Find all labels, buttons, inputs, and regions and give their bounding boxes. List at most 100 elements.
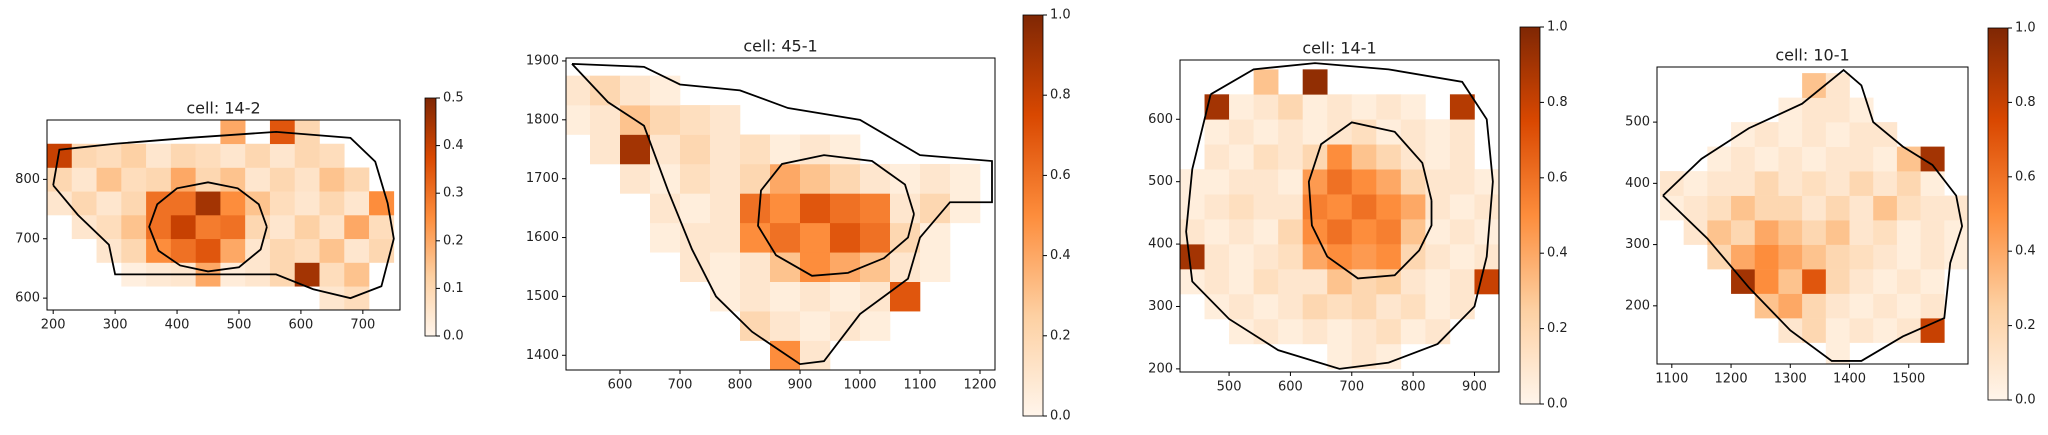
heatmap-cell (1376, 94, 1402, 120)
heatmap-cell (319, 215, 345, 240)
heatmap-cell (740, 252, 771, 282)
heatmap-cell (1825, 269, 1850, 294)
y-tick-label: 1700 (526, 171, 559, 186)
heatmap-cell (1825, 122, 1850, 147)
heatmap-cell (1802, 195, 1827, 221)
heatmap-cell (1873, 220, 1898, 245)
cell-outline (1662, 68, 1964, 362)
heatmap-cell (1920, 195, 1945, 221)
heatmap-cell (1731, 220, 1756, 245)
colorbar (1022, 14, 1044, 417)
heatmap-cell (1253, 269, 1279, 295)
y-tick-label: 500 (1148, 174, 1173, 189)
heatmap-cell (1802, 171, 1827, 196)
heatmap-cell (1802, 293, 1827, 319)
heatmap-cell (1659, 171, 1684, 196)
heatmap-cell (1920, 146, 1945, 172)
heatmap-cell (770, 193, 801, 224)
heatmap-cell (1449, 169, 1475, 195)
heatmap-cell (344, 167, 370, 192)
heatmap-cell (710, 134, 741, 165)
heatmap-cell (1302, 169, 1328, 195)
heatmap-cell (1376, 343, 1402, 370)
heatmap-cell (146, 167, 172, 192)
heatmap-cell (800, 311, 831, 341)
heatmap-cell (1896, 171, 1921, 196)
nucleus-outline (757, 154, 915, 277)
heatmap-cell (47, 167, 73, 192)
heatmap-cell (1302, 94, 1328, 120)
heatmap-cell (1400, 294, 1426, 320)
heatmap-cell (1376, 169, 1402, 195)
x-tick-label: 700 (668, 378, 693, 393)
heatmap-cell (1825, 171, 1850, 196)
y-tick-label: 1800 (526, 112, 559, 127)
heatmap-cell (650, 75, 681, 106)
heatmap-cell (1278, 269, 1303, 295)
heatmap-cell (146, 215, 172, 240)
heatmap-cell (195, 191, 221, 216)
heatmap-cell (1449, 194, 1475, 220)
heatmap-cell (1802, 146, 1827, 172)
heatmap-cell (1778, 146, 1803, 172)
heatmap-cell (1229, 144, 1254, 170)
heatmap-cell (1474, 169, 1499, 195)
heatmap-cell (170, 215, 196, 240)
heatmap-cell (800, 163, 831, 194)
x-tick-label: 700 (1339, 380, 1364, 395)
colorbar-tick-label: 1.0 (1050, 8, 1071, 23)
heatmap-cell (950, 163, 981, 194)
heatmap-cell (830, 311, 861, 341)
heatmap-cell (566, 105, 591, 135)
colorbar-tick-label: 0.5 (443, 91, 464, 106)
heatmap-cell (710, 252, 741, 282)
heatmap-cell (1425, 119, 1451, 145)
heatmap-cell (1278, 194, 1303, 220)
heatmap-cell (1707, 146, 1732, 172)
heatmap-cell (1278, 119, 1303, 145)
heatmap-cell (1253, 219, 1279, 245)
heatmap-cell (1825, 318, 1850, 343)
heatmap-cell (1825, 97, 1850, 123)
x-tick-label: 1400 (1833, 372, 1866, 387)
heatmap-cell (121, 191, 147, 216)
heatmap-cell (1920, 171, 1945, 196)
heatmap-cell (1253, 294, 1279, 320)
cell-outline (1185, 62, 1494, 370)
x-tick-label: 600 (1278, 380, 1303, 395)
heatmap-cell (1873, 171, 1898, 196)
heatmap-cell (830, 193, 861, 224)
colorbar-tick-label: 0.8 (1547, 95, 1568, 110)
heatmap-cell (1683, 171, 1708, 196)
x-tick-label: 300 (103, 318, 128, 333)
heatmap-cell (1849, 171, 1874, 196)
plot-area (1659, 68, 1968, 364)
heatmap-cell (319, 262, 345, 287)
heatmap-cell (294, 191, 320, 216)
heatmap-cell (1253, 94, 1279, 120)
heatmap-cell (1920, 318, 1945, 343)
heatmap-cell (1400, 318, 1426, 345)
heatmap-cell (344, 215, 370, 240)
heatmap-cell (195, 167, 221, 192)
colorbar-tick-label: 0.0 (2015, 393, 2036, 408)
plot-area (1180, 62, 1499, 370)
colorbar-tick-label: 0.4 (443, 138, 464, 153)
heatmap-cell (830, 163, 861, 194)
heatmap-cell (1778, 220, 1803, 245)
nucleus-outline (148, 181, 268, 273)
heatmap-cell (1229, 194, 1254, 220)
heatmap-cell (1278, 144, 1303, 170)
y-tick-label: 1500 (526, 289, 559, 304)
heatmap-cell (1754, 269, 1779, 294)
heatmap-cell (680, 163, 711, 194)
heatmap-cell (1180, 194, 1205, 220)
heatmap-cell (1849, 244, 1874, 270)
heatmap-cell (710, 222, 741, 253)
heatmap-cell (1849, 146, 1874, 172)
y-tick-label: 600 (1148, 112, 1173, 127)
heatmap-cell (1278, 294, 1303, 320)
colorbar-tick-label: 0.6 (1050, 168, 1071, 183)
y-tick-label: 1400 (526, 348, 559, 363)
